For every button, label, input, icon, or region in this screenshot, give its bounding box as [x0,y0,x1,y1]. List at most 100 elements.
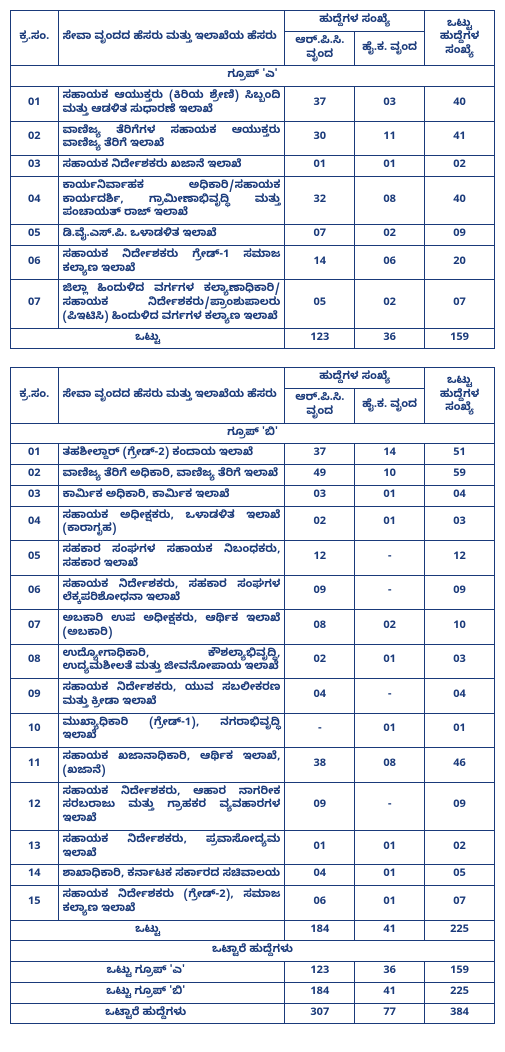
cell-total: 02 [425,830,495,865]
total-hk: 36 [355,328,425,349]
cell-sn: 13 [11,830,59,865]
total-total: 159 [425,328,495,349]
cell-sn: 03 [11,156,59,177]
cell-sn: 05 [11,225,59,246]
summary-label: ಒಟ್ಟು ಗ್ರೂಪ್ 'ಎ' [11,962,285,983]
cell-hk: - [355,541,425,576]
total-label: ಒಟ್ಟು [11,328,285,349]
hdr-sn: ಕ್ರ.ಸಂ. [11,11,59,66]
cell-hk: 01 [355,830,425,865]
cell-sn: 04 [11,176,59,224]
summary-label: ಒಟ್ಟಾರೆ ಹುದ್ದೆಗಳು [11,1003,285,1024]
cell-rpc: 09 [285,782,355,830]
cell-hk: - [355,575,425,610]
cell-rpc: 12 [285,541,355,576]
summary-total: 384 [425,1003,495,1024]
cell-name: ಶಾಖಾಧಿಕಾರಿ, ಕರ್ನಾಟಕ ಸರ್ಕಾರದ ಸಚಿವಾಲಯ [58,865,285,886]
cell-name: ಸಹಾಯಕ ನಿರ್ದೇಶಕರು, ಆಹಾರ ನಾಗರೀಕ ಸರಬರಾಜು ಮತ… [58,782,285,830]
cell-rpc: 02 [285,644,355,679]
table-row: 03ಕಾರ್ಮಿಕ ಅಧಿಕಾರಿ, ಕಾರ್ಮಿಕ ಇಲಾಖೆ030104 [11,485,495,506]
cell-hk: 02 [355,610,425,645]
cell-total: 20 [425,245,495,280]
cell-sn: 11 [11,748,59,783]
cell-total: 01 [425,713,495,748]
cell-name: ಸಹಾಯಕ ಖಜಾನಾಧಿಕಾರಿ, ಆರ್ಥಿಕ ಇಲಾಖೆ, (ಖಜಾನೆ) [58,748,285,783]
cell-rpc: 05 [285,280,355,328]
cell-sn: 04 [11,506,59,541]
cell-hk: 01 [355,485,425,506]
table-row: 10ಮುಖ್ಯಾಧಿಕಾರಿ (ಗ್ರೇಡ್-1), ನಗರಾಭಿವೃದ್ಧಿ … [11,713,495,748]
cell-hk: 03 [355,87,425,122]
summary-hk: 77 [355,1003,425,1024]
cell-name: ಕಾರ್ಮಿಕ ಅಧಿಕಾರಿ, ಕಾರ್ಮಿಕ ಇಲಾಖೆ [58,485,285,506]
hdr-sn: ಕ್ರ.ಸಂ. [11,368,59,423]
cell-hk: 08 [355,748,425,783]
summary-rpc: 123 [285,962,355,983]
cell-total: 46 [425,748,495,783]
cell-rpc: 14 [285,245,355,280]
cell-total: 40 [425,176,495,224]
cell-total: 07 [425,886,495,921]
hdr-posts: ಹುದ್ದೆಗಳ ಸಂಖ್ಯೆ [285,368,425,389]
hdr-total: ಒಟ್ಟು ಹುದ್ದೆಗಳ ಸಂಖ್ಯೆ [425,368,495,423]
table-row: 14ಶಾಖಾಧಿಕಾರಿ, ಕರ್ನಾಟಕ ಸರ್ಕಾರದ ಸಚಿವಾಲಯ040… [11,865,495,886]
table-row: 01ಸಹಾಯಕ ಆಯುಕ್ತರು (ಕಿರಿಯ ಶ್ರೇಣಿ) ಸಿಬ್ಬಂದಿ… [11,87,495,122]
cell-name: ವಾಣಿಜ್ಯ ತೆರಿಗೆಗಳ ಸಹಾಯಕ ಆಯುಕ್ತರು ವಾಣಿಜ್ಯ … [58,121,285,156]
cell-sn: 15 [11,886,59,921]
group-a-title: ಗ್ರೂಪ್ 'ಎ' [11,66,495,87]
total-hk: 41 [355,920,425,941]
cell-name: ಸಹಾಯಕ ನಿರ್ದೇಶಕರು, ಸಹಕಾರ ಸಂಘಗಳ ಲೆಕ್ಕಪರಿಶೋ… [58,575,285,610]
cell-sn: 02 [11,465,59,486]
cell-name: ಮುಖ್ಯಾಧಿಕಾರಿ (ಗ್ರೇಡ್-1), ನಗರಾಭಿವೃದ್ಧಿ ಇಲ… [58,713,285,748]
cell-sn: 07 [11,610,59,645]
cell-name: ಅಬಕಾರಿ ಉಪ ಅಧೀಕ್ಷಕರು, ಆರ್ಥಿಕ ಇಲಾಖೆ (ಅಬಕಾರ… [58,610,285,645]
table-row: 05ಡಿ.ವೈ.ಎಸ್.ಪಿ. ಒಳಾಡಳಿತ ಇಲಾಖೆ070209 [11,225,495,246]
cell-sn: 03 [11,485,59,506]
cell-total: 04 [425,679,495,714]
summary-hk: 36 [355,962,425,983]
cell-rpc: 03 [285,485,355,506]
table-row: 01ತಹಶೀಲ್ದಾರ್ (ಗ್ರೇಡ್-2) ಕಂದಾಯ ಇಲಾಖೆ37145… [11,444,495,465]
table-row: 13ಸಹಾಯಕ ನಿರ್ದೇಶಕರು, ಪ್ರವಾಸೋದ್ಯಮ ಇಲಾಖೆ010… [11,830,495,865]
table-row: 04ಸಹಾಯಕ ಅಧೀಕ್ಷಕರು, ಒಳಾಡಳಿತ ಇಲಾಖೆ (ಕಾರಾಗೃ… [11,506,495,541]
summary-label: ಒಟ್ಟು ಗ್ರೂಪ್ 'ಬಿ' [11,982,285,1003]
table-row: 04ಕಾರ್ಯನಿರ್ವಾಹಕ ಅಧಿಕಾರಿ/ಸಹಾಯಕ ಕಾರ್ಯದರ್ಶಿ… [11,176,495,224]
table-row: 02ವಾಣಿಜ್ಯ ತೆರಿಗೆ ಅಧಿಕಾರಿ, ವಾಣಿಜ್ಯ ತೆರಿಗೆ… [11,465,495,486]
hdr-total: ಒಟ್ಟು ಹುದ್ದೆಗಳ ಸಂಖ್ಯೆ [425,11,495,66]
cell-hk: 01 [355,156,425,177]
summary-rpc: 307 [285,1003,355,1024]
hdr-rpc: ಆರ್.ಪಿ.ಸಿ. ವೃಂದ [285,31,355,66]
cell-rpc: 30 [285,121,355,156]
table-row: 07ಅಬಕಾರಿ ಉಪ ಅಧೀಕ್ಷಕರು, ಆರ್ಥಿಕ ಇಲಾಖೆ (ಅಬಕ… [11,610,495,645]
hdr-hk: ಹೈ.ಕ. ವೃಂದ [355,389,425,424]
cell-total: 09 [425,225,495,246]
cell-hk: 01 [355,865,425,886]
cell-total: 07 [425,280,495,328]
table-row: 07ಜಿಲ್ಲಾ ಹಿಂದುಳಿದ ವರ್ಗಗಳ ಕಲ್ಯಾಣಾಧಿಕಾರಿ/ಸ… [11,280,495,328]
cell-rpc: 09 [285,575,355,610]
cell-total: 09 [425,782,495,830]
total-rpc: 184 [285,920,355,941]
hdr-name: ಸೇವಾ ವೃಂದದ ಹೆಸರು ಮತ್ತು ಇಲಾಖೆಯ ಹೆಸರು [58,368,285,423]
cell-total: 03 [425,506,495,541]
cell-hk: 06 [355,245,425,280]
cell-name: ಡಿ.ವೈ.ಎಸ್.ಪಿ. ಒಳಾಡಳಿತ ಇಲಾಖೆ [58,225,285,246]
cell-total: 40 [425,87,495,122]
cell-sn: 06 [11,245,59,280]
cell-total: 04 [425,485,495,506]
cell-hk: - [355,679,425,714]
table-row: 11ಸಹಾಯಕ ಖಜಾನಾಧಿಕಾರಿ, ಆರ್ಥಿಕ ಇಲಾಖೆ, (ಖಜಾನ… [11,748,495,783]
cell-total: 59 [425,465,495,486]
table-row: 15ಸಹಾಯಕ ನಿರ್ದೇಶಕರು (ಗ್ರೇಡ್-2), ಸಮಾಜ ಕಲ್ಯ… [11,886,495,921]
cell-sn: 01 [11,87,59,122]
cell-sn: 08 [11,644,59,679]
cell-rpc: 49 [285,465,355,486]
summary-total: 159 [425,962,495,983]
cell-rpc: 32 [285,176,355,224]
cell-rpc: 07 [285,225,355,246]
cell-rpc: - [285,713,355,748]
cell-sn: 10 [11,713,59,748]
hdr-hk: ಹೈ.ಕ. ವೃಂದ [355,31,425,66]
cell-sn: 07 [11,280,59,328]
cell-total: 41 [425,121,495,156]
